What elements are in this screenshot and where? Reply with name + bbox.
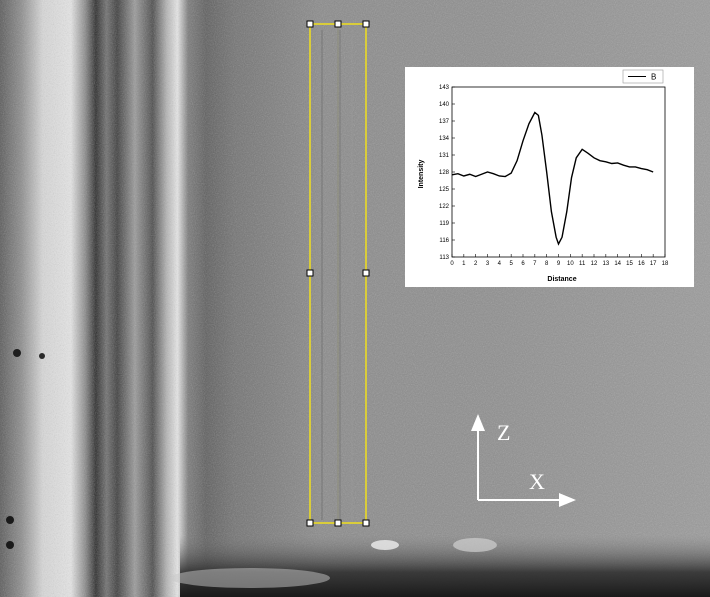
- roi-handle[interactable]: [362, 519, 370, 527]
- x-tick-label: 9: [557, 261, 561, 267]
- plot-area-border: [451, 86, 666, 258]
- x-tick-label: 2: [474, 261, 478, 267]
- y-tick-label: 113: [439, 255, 449, 261]
- x-tick-label: 3: [486, 261, 490, 267]
- x-ticks: 0 1 2 3 4 5 6 7 8 9 10 11 12 13 14 15 16 17 18: [450, 254, 669, 267]
- x-axis-label: Distance: [547, 276, 576, 283]
- x-tick-label: 5: [509, 261, 513, 267]
- roi-handle[interactable]: [362, 269, 370, 277]
- axes-arrows: [471, 414, 576, 507]
- roi-handle[interactable]: [334, 20, 342, 28]
- y-tick-label: 134: [439, 136, 450, 142]
- z-arrow-head-icon: [471, 414, 485, 431]
- x-tick-label: 6: [521, 261, 525, 267]
- y-tick-label: 125: [439, 187, 450, 193]
- roi-handle[interactable]: [306, 519, 314, 527]
- legend-label: B: [651, 73, 656, 82]
- y-ticks: 113 116 119 122 125 128 131 134 137 140 143: [439, 85, 455, 261]
- y-tick-label: 137: [439, 119, 450, 125]
- y-tick-label: 119: [439, 221, 449, 227]
- x-arrow-head-icon: [559, 493, 576, 507]
- x-tick-label: 17: [650, 261, 657, 267]
- y-tick-label: 140: [439, 102, 450, 108]
- y-tick-label: 143: [439, 85, 450, 91]
- x-tick-label: 13: [602, 261, 609, 267]
- y-tick-label: 128: [439, 170, 450, 176]
- x-tick-label: 7: [533, 261, 537, 267]
- y-tick-label: 131: [439, 153, 450, 159]
- z-axis-label: Z: [497, 420, 511, 445]
- roi-handle[interactable]: [362, 20, 370, 28]
- x-tick-label: 15: [626, 261, 633, 267]
- x-tick-label: 11: [579, 261, 586, 267]
- x-tick-label: 10: [567, 261, 574, 267]
- x-tick-label: 12: [591, 261, 598, 267]
- x-tick-label: 8: [545, 261, 549, 267]
- y-axis-label: Intensity: [418, 160, 425, 189]
- y-tick-label: 116: [439, 238, 449, 244]
- roi-handle[interactable]: [334, 519, 342, 527]
- x-tick-label: 1: [462, 261, 466, 267]
- x-tick-label: 14: [614, 261, 621, 267]
- x-axis-label: X: [529, 469, 545, 494]
- roi-handles[interactable]: [306, 20, 370, 527]
- roi-handle[interactable]: [306, 20, 314, 28]
- y-tick-label: 122: [439, 204, 450, 210]
- x-tick-label: 0: [450, 261, 454, 267]
- chart-legend: B: [622, 69, 664, 84]
- series-line-b: [451, 111, 654, 246]
- x-tick-label: 4: [498, 261, 502, 267]
- x-tick-label: 18: [662, 261, 669, 267]
- roi-handle[interactable]: [306, 269, 314, 277]
- x-tick-label: 16: [638, 261, 645, 267]
- plot-frame: [451, 86, 666, 258]
